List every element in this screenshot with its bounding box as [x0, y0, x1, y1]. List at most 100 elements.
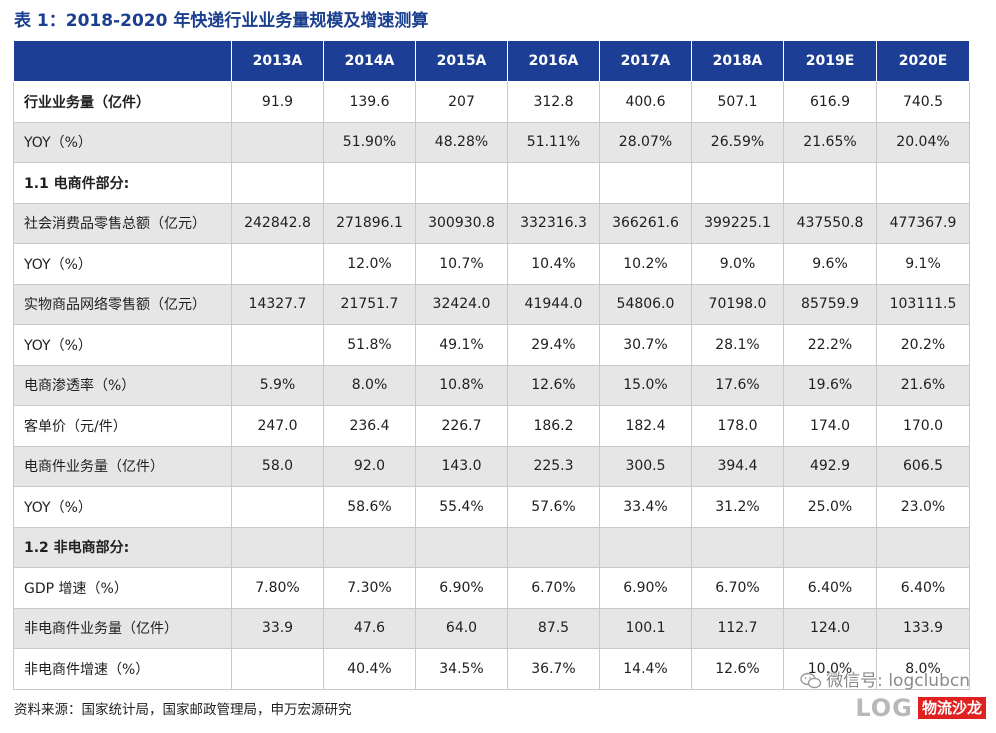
cell [231, 162, 324, 204]
cell: 225.3 [507, 445, 600, 487]
cell: 40.4% [323, 648, 416, 690]
cell: 51.90% [323, 121, 416, 163]
table-row: 实物商品网络零售额（亿元） 14327.7 21751.7 32424.0 41… [13, 283, 970, 325]
cell [231, 243, 324, 285]
cell: 437550.8 [783, 202, 877, 244]
cell: 29.4% [507, 324, 600, 366]
header-cell: 2020E [876, 40, 970, 82]
cell: 242842.8 [231, 202, 324, 244]
cell: 19.6% [783, 364, 877, 406]
cell: 26.59% [691, 121, 784, 163]
cell: 740.5 [876, 81, 970, 123]
row-label: 客单价（元/件） [13, 405, 232, 447]
cell: 6.90% [599, 567, 692, 609]
cell: 20.2% [876, 324, 970, 366]
cell: 300.5 [599, 445, 692, 487]
table-row: 非电商件增速（%） 40.4% 34.5% 36.7% 14.4% 12.6% … [13, 648, 970, 690]
table-row: 非电商件业务量（亿件） 33.9 47.6 64.0 87.5 100.1 11… [13, 607, 970, 649]
table-row: 行业业务量（亿件） 91.9 139.6 207 312.8 400.6 507… [13, 81, 970, 123]
brand-logo: LOG 物流沙龙 [855, 694, 986, 722]
row-label: 非电商件增速（%） [13, 648, 232, 690]
cell [691, 526, 784, 568]
header-cell [13, 40, 232, 82]
cell: 400.6 [599, 81, 692, 123]
cell: 124.0 [783, 607, 877, 649]
cell: 48.28% [415, 121, 508, 163]
cell: 47.6 [323, 607, 416, 649]
header-cell: 2017A [599, 40, 692, 82]
cell: 236.4 [323, 405, 416, 447]
cell: 7.30% [323, 567, 416, 609]
cell: 41944.0 [507, 283, 600, 325]
table-row: 电商渗透率（%） 5.9% 8.0% 10.8% 12.6% 15.0% 17.… [13, 364, 970, 406]
table-row: 客单价（元/件） 247.0 236.4 226.7 186.2 182.4 1… [13, 405, 970, 447]
cell: 6.70% [507, 567, 600, 609]
table-row: 电商件业务量（亿件） 58.0 92.0 143.0 225.3 300.5 3… [13, 445, 970, 487]
cell: 366261.6 [599, 202, 692, 244]
data-table: 2013A 2014A 2015A 2016A 2017A 2018A 2019… [13, 40, 970, 690]
cell: 10.8% [415, 364, 508, 406]
cell: 399225.1 [691, 202, 784, 244]
row-label: GDP 增速（%） [13, 567, 232, 609]
cell: 55.4% [415, 486, 508, 528]
wechat-icon [800, 672, 822, 690]
header-cell: 2018A [691, 40, 784, 82]
cell: 616.9 [783, 81, 877, 123]
cell [323, 162, 416, 204]
cell: 25.0% [783, 486, 877, 528]
table-row: GDP 增速（%） 7.80% 7.30% 6.90% 6.70% 6.90% … [13, 567, 970, 609]
cell: 10.7% [415, 243, 508, 285]
header-cell: 2019E [783, 40, 877, 82]
cell: 33.4% [599, 486, 692, 528]
cell [415, 162, 508, 204]
row-label: 行业业务量（亿件） [13, 81, 232, 123]
cell: 12.6% [507, 364, 600, 406]
row-label: 社会消费品零售总额（亿元） [13, 202, 232, 244]
cell [231, 526, 324, 568]
cell: 9.1% [876, 243, 970, 285]
cell: 21751.7 [323, 283, 416, 325]
table-row: YOY（%） 51.8% 49.1% 29.4% 30.7% 28.1% 22.… [13, 324, 970, 366]
cell: 70198.0 [691, 283, 784, 325]
header-cell: 2013A [231, 40, 324, 82]
header-cell: 2015A [415, 40, 508, 82]
logo-cn-text: 物流沙龙 [917, 697, 986, 719]
cell: 226.7 [415, 405, 508, 447]
cell: 17.6% [691, 364, 784, 406]
cell: 7.80% [231, 567, 324, 609]
cell: 14327.7 [231, 283, 324, 325]
cell: 54806.0 [599, 283, 692, 325]
table-row: 社会消费品零售总额（亿元） 242842.8 271896.1 300930.8… [13, 202, 970, 244]
cell: 8.0% [876, 648, 970, 690]
row-label: 1.1 电商件部分: [13, 162, 232, 204]
table-row: YOY（%） 58.6% 55.4% 57.6% 33.4% 31.2% 25.… [13, 486, 970, 528]
cell: 178.0 [691, 405, 784, 447]
cell: 85759.9 [783, 283, 877, 325]
cell [507, 162, 600, 204]
cell: 20.04% [876, 121, 970, 163]
cell: 91.9 [231, 81, 324, 123]
cell: 12.6% [691, 648, 784, 690]
cell: 103111.5 [876, 283, 970, 325]
cell: 143.0 [415, 445, 508, 487]
cell: 57.6% [507, 486, 600, 528]
cell [231, 324, 324, 366]
cell: 6.70% [691, 567, 784, 609]
cell: 36.7% [507, 648, 600, 690]
cell: 51.8% [323, 324, 416, 366]
cell: 332316.3 [507, 202, 600, 244]
cell: 12.0% [323, 243, 416, 285]
row-label: YOY（%） [13, 324, 232, 366]
cell: 477367.9 [876, 202, 970, 244]
cell [599, 162, 692, 204]
cell: 32424.0 [415, 283, 508, 325]
header-cell: 2016A [507, 40, 600, 82]
row-label: 非电商件业务量（亿件） [13, 607, 232, 649]
cell: 6.40% [876, 567, 970, 609]
cell: 207 [415, 81, 508, 123]
cell: 133.9 [876, 607, 970, 649]
row-label: 电商件业务量（亿件） [13, 445, 232, 487]
cell [876, 162, 970, 204]
cell: 92.0 [323, 445, 416, 487]
cell: 100.1 [599, 607, 692, 649]
